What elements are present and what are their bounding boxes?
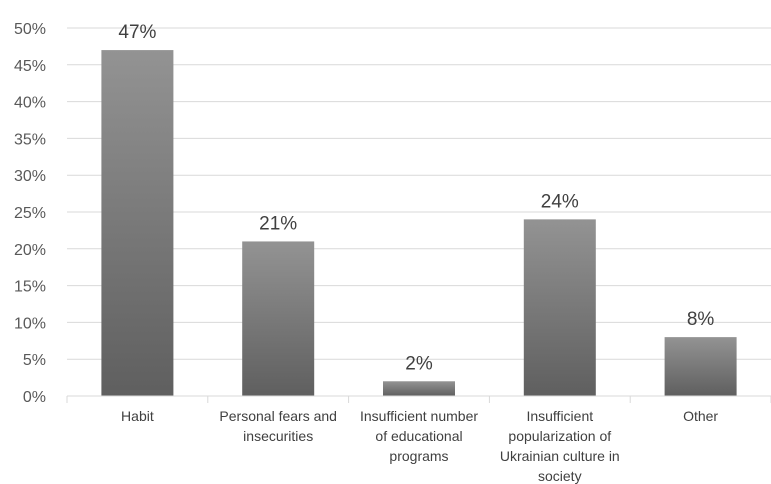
category-label: Other [683,408,718,424]
y-tick-label: 50% [14,21,46,38]
bar [664,337,737,396]
category-labels: Habit Personal fears and insecurities Insuf… [121,408,718,484]
bar [383,381,455,396]
bars [101,50,737,396]
data-label: 24% [541,191,579,212]
category-label: Insufficient popularization of Ukrainian c… [500,408,620,484]
data-labels: 47% 21% 2% 24% 8% [118,22,714,374]
data-label: 21% [259,213,297,234]
y-tick-label: 5% [23,352,46,369]
bar [101,50,174,396]
category-label: Habit [121,408,154,424]
y-tick-label: 35% [14,131,46,148]
y-tick-label: 15% [14,279,46,296]
data-label: 8% [687,309,715,330]
y-tick-label: 40% [14,95,46,112]
y-tick-label: 20% [14,242,46,259]
y-axis-ticks: 0% 5% 10% 15% 20% 25% 30% 35% 40% 45% 50% [14,21,46,406]
y-tick-label: 30% [14,168,46,185]
category-label: Insufficient number of educational program… [360,408,478,464]
category-label: Personal fears and insecurities [219,408,337,444]
data-label: 47% [118,22,156,43]
bar [242,241,315,396]
bar [523,219,596,396]
y-tick-label: 45% [14,58,46,75]
data-label: 2% [405,353,433,374]
x-axis [66,395,771,403]
y-tick-label: 0% [23,389,46,406]
y-tick-label: 10% [14,315,46,332]
gridlines [67,27,771,360]
y-tick-label: 25% [14,205,46,222]
